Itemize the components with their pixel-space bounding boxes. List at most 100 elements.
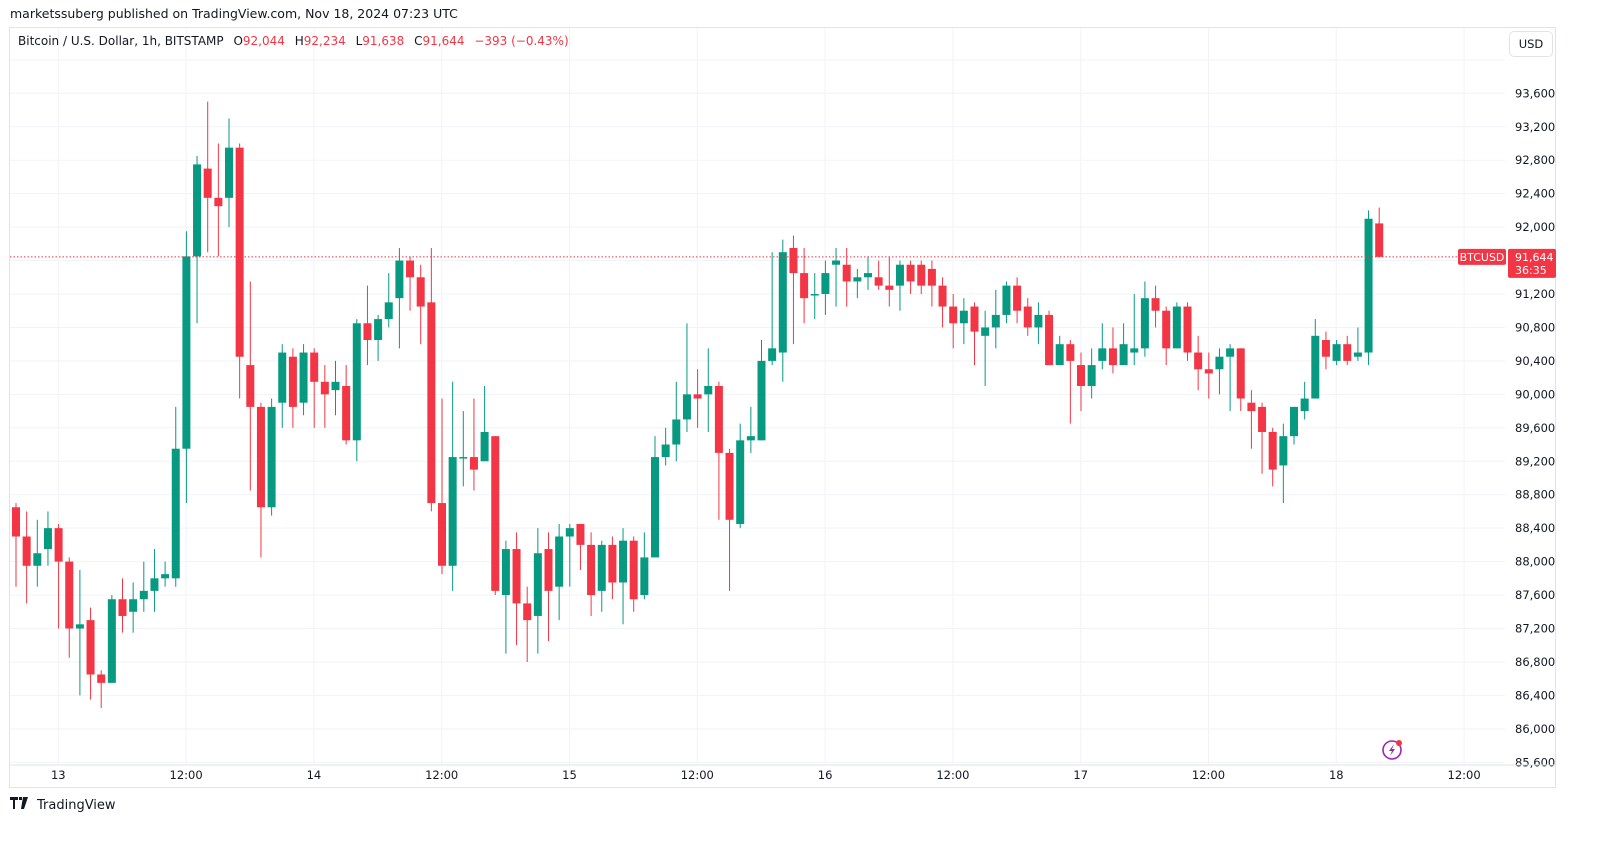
candle-down[interactable] — [906, 264, 915, 282]
candle-up[interactable] — [736, 440, 745, 524]
candle-up[interactable] — [352, 323, 361, 441]
candle-up[interactable] — [150, 578, 159, 591]
candle-up[interactable] — [651, 457, 659, 558]
candle-down[interactable] — [1183, 306, 1192, 353]
candle-down[interactable] — [800, 273, 809, 299]
candle-down[interactable] — [256, 406, 265, 508]
candle-up[interactable] — [448, 457, 457, 566]
candle-up[interactable] — [991, 314, 1000, 328]
candle-up[interactable] — [1098, 348, 1107, 361]
candle-up[interactable] — [161, 574, 170, 579]
candle-up[interactable] — [225, 147, 233, 198]
candle-down[interactable] — [512, 549, 521, 604]
candle-down[interactable] — [86, 620, 95, 675]
candle-down[interactable] — [1343, 344, 1352, 361]
candle-down[interactable] — [1247, 402, 1256, 412]
candle-up[interactable] — [480, 431, 489, 462]
candle-up[interactable] — [810, 294, 819, 296]
candle-up[interactable] — [299, 352, 308, 403]
candle-up[interactable] — [555, 536, 564, 587]
candle-up[interactable] — [1353, 352, 1362, 357]
candle-up[interactable] — [778, 252, 787, 353]
chart-frame[interactable] — [9, 27, 1556, 788]
candle-up[interactable] — [832, 260, 841, 265]
candle-up[interactable] — [704, 385, 713, 395]
candle-up[interactable] — [1087, 365, 1096, 386]
candle-down[interactable] — [491, 436, 500, 591]
candle-down[interactable] — [949, 306, 958, 324]
candle-down[interactable] — [938, 285, 947, 307]
candle-down[interactable] — [629, 540, 638, 600]
candle-up[interactable] — [1140, 298, 1149, 349]
candle-down[interactable] — [416, 277, 425, 307]
candle-down[interactable] — [406, 260, 415, 278]
candle-down[interactable] — [1375, 223, 1384, 257]
candle-up[interactable] — [619, 540, 628, 583]
candle-up[interactable] — [864, 273, 872, 278]
candle-down[interactable] — [789, 248, 798, 274]
candle-down[interactable] — [523, 603, 532, 621]
candle-down[interactable] — [214, 197, 223, 207]
candle-up[interactable] — [1130, 348, 1139, 353]
symbol-title[interactable]: Bitcoin / U.S. Dollar, 1h, BITSTAMP — [18, 34, 224, 48]
candle-down[interactable] — [714, 385, 723, 453]
candle-down[interactable] — [927, 268, 936, 286]
candle-up[interactable] — [821, 273, 830, 294]
candle-down[interactable] — [544, 549, 553, 591]
candle-up[interactable] — [746, 436, 755, 441]
candle-up[interactable] — [757, 360, 766, 441]
currency-button[interactable]: USD — [1509, 31, 1553, 57]
candle-up[interactable] — [895, 264, 904, 286]
candle-down[interactable] — [310, 352, 319, 382]
candle-down[interactable] — [12, 507, 20, 537]
candle-down[interactable] — [1236, 348, 1245, 399]
candle-up[interactable] — [1034, 314, 1043, 328]
candle-up[interactable] — [1119, 344, 1128, 366]
candle-up[interactable] — [981, 327, 990, 336]
candle-up[interactable] — [107, 599, 116, 683]
candle-down[interactable] — [438, 503, 446, 566]
candle-down[interactable] — [1162, 310, 1171, 349]
candle-up[interactable] — [129, 599, 138, 612]
candle-down[interactable] — [576, 523, 585, 545]
candle-down[interactable] — [363, 323, 372, 340]
candle-down[interactable] — [54, 528, 63, 562]
candle-down[interactable] — [342, 385, 351, 441]
candle-up[interactable] — [1300, 398, 1309, 412]
candle-up[interactable] — [672, 419, 681, 445]
candle-up[interactable] — [43, 528, 52, 550]
candle-down[interactable] — [1066, 344, 1075, 361]
candle-up[interactable] — [171, 448, 180, 579]
candle-down[interactable] — [1108, 348, 1117, 366]
candle-up[interactable] — [1364, 218, 1373, 353]
candle-down[interactable] — [118, 599, 127, 616]
candle-down[interactable] — [842, 264, 851, 282]
candle-up[interactable] — [501, 549, 510, 596]
candle-up[interactable] — [1055, 344, 1064, 366]
candle-down[interactable] — [693, 394, 702, 399]
candle-down[interactable] — [469, 457, 478, 470]
candle-up[interactable] — [1279, 436, 1288, 466]
candle-down[interactable] — [235, 147, 244, 357]
candle-up[interactable] — [395, 260, 404, 299]
lightning-icon[interactable] — [1382, 740, 1402, 760]
candle-up[interactable] — [640, 557, 649, 596]
candle-up[interactable] — [661, 444, 670, 458]
candle-down[interactable] — [1268, 431, 1277, 470]
candle-up[interactable] — [193, 164, 202, 257]
candle-up[interactable] — [139, 590, 148, 600]
candle-down[interactable] — [288, 356, 297, 407]
candle-up[interactable] — [33, 553, 42, 566]
candle-down[interactable] — [1023, 306, 1032, 328]
candle-down[interactable] — [1321, 339, 1330, 357]
candle-up[interactable] — [1215, 356, 1224, 370]
candle-up[interactable] — [565, 528, 574, 537]
candle-up[interactable] — [1290, 406, 1298, 437]
candle-up[interactable] — [331, 381, 340, 391]
candle-up[interactable] — [1172, 306, 1181, 349]
candle-down[interactable] — [874, 277, 883, 286]
candle-down[interactable] — [1258, 406, 1267, 432]
candle-down[interactable] — [320, 381, 329, 395]
candle-down[interactable] — [587, 544, 596, 596]
candle-up[interactable] — [853, 277, 862, 282]
